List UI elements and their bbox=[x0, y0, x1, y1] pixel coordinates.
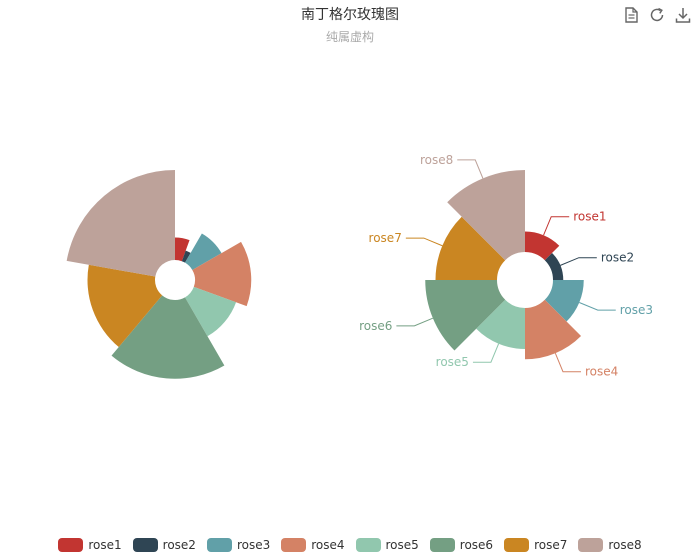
slice-label-rose8: rose8 bbox=[420, 153, 453, 167]
document-icon[interactable] bbox=[622, 6, 640, 24]
label-line-rose7 bbox=[405, 237, 443, 247]
rose-series-1 bbox=[66, 170, 252, 379]
chart-subtitle: 纯属虚构 bbox=[325, 30, 374, 44]
legend: rose1 rose2 rose3 rose4 rose5 rose6 rose7 rose8 bbox=[0, 538, 700, 552]
download-icon[interactable] bbox=[674, 6, 692, 24]
legend-swatch bbox=[429, 538, 455, 552]
legend-label: rose8 bbox=[608, 538, 642, 552]
rose-slice-rose5[interactable] bbox=[476, 299, 525, 350]
chart-title: 南丁格尔玫瑰图 bbox=[301, 7, 399, 23]
legend-item-rose5[interactable]: rose5 bbox=[355, 538, 419, 552]
legend-label: rose7 bbox=[534, 538, 568, 552]
legend-label: rose1 bbox=[88, 538, 122, 552]
rose-slice-rose4[interactable] bbox=[192, 241, 252, 307]
legend-swatch bbox=[58, 538, 84, 552]
rose-slice-rose2[interactable] bbox=[544, 252, 564, 280]
legend-label: rose6 bbox=[459, 538, 494, 552]
rose-slice-rose4[interactable] bbox=[525, 299, 582, 360]
legend-swatch bbox=[132, 538, 158, 552]
rose-slice-rose1[interactable] bbox=[175, 237, 190, 262]
rose-slice-rose7[interactable] bbox=[435, 216, 506, 280]
slice-label-rose3: rose3 bbox=[620, 303, 653, 317]
rose-slice-rose6[interactable] bbox=[425, 280, 506, 351]
legend-label: rose3 bbox=[236, 538, 271, 552]
legend-item-rose6[interactable]: rose6 bbox=[429, 538, 494, 552]
rose-slice-rose5[interactable] bbox=[185, 286, 237, 337]
label-line-rose2 bbox=[560, 257, 597, 266]
label-line-rose3 bbox=[579, 302, 616, 311]
legend-swatch bbox=[578, 538, 604, 552]
legend-swatch bbox=[355, 538, 381, 552]
legend-item-rose3[interactable]: rose3 bbox=[206, 538, 271, 552]
rose-slice-rose3[interactable] bbox=[544, 280, 584, 322]
rose-slice-rose8[interactable] bbox=[447, 170, 525, 261]
legend-item-rose8[interactable]: rose8 bbox=[578, 538, 642, 552]
label-line-rose8 bbox=[457, 159, 484, 179]
legend-item-rose1[interactable]: rose1 bbox=[58, 538, 122, 552]
legend-label: rose5 bbox=[385, 538, 419, 552]
rose-slice-rose3[interactable] bbox=[185, 233, 222, 270]
slice-label-rose7: rose7 bbox=[369, 231, 402, 245]
legend-label: rose2 bbox=[162, 538, 196, 552]
rose-slice-rose1[interactable] bbox=[525, 231, 560, 261]
legend-swatch bbox=[504, 538, 530, 552]
label-line-rose6 bbox=[396, 317, 434, 327]
slice-label-rose2: rose2 bbox=[601, 251, 634, 265]
slice-label-rose5: rose5 bbox=[436, 355, 469, 369]
rose-slice-rose8[interactable] bbox=[66, 170, 175, 277]
label-line-rose4 bbox=[554, 353, 581, 373]
legend-item-rose7[interactable]: rose7 bbox=[504, 538, 567, 552]
rose-series-2: rose1 rose2 rose3 rose4 rose5 rose6 rose7 rose8 bbox=[359, 153, 653, 379]
rose-slice-rose6[interactable] bbox=[111, 295, 225, 379]
label-line-rose1 bbox=[543, 216, 570, 236]
toolbox bbox=[622, 6, 692, 24]
label-line-rose5 bbox=[472, 343, 500, 363]
legend-item-rose4[interactable]: rose4 bbox=[281, 538, 345, 552]
legend-swatch bbox=[206, 538, 232, 552]
legend-label: rose4 bbox=[311, 538, 345, 552]
slice-label-rose1: rose1 bbox=[573, 210, 606, 224]
legend-item-rose2[interactable]: rose2 bbox=[132, 538, 196, 552]
legend-swatch bbox=[281, 538, 307, 552]
rose-slice-rose2[interactable] bbox=[181, 250, 191, 263]
slice-label-rose6: rose6 bbox=[359, 319, 392, 333]
rose-slice-rose7[interactable] bbox=[87, 264, 163, 348]
slice-label-rose4: rose4 bbox=[585, 365, 618, 379]
refresh-icon[interactable] bbox=[648, 6, 666, 24]
